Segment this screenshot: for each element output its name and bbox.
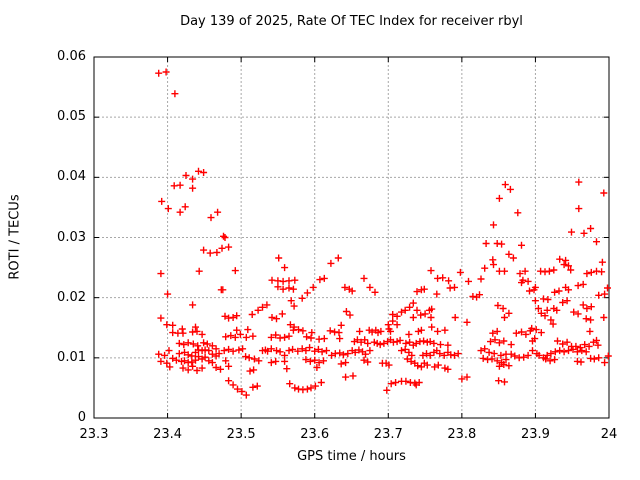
x-tick-label: 23.6: [300, 427, 330, 442]
x-tick-label: 23.9: [520, 427, 550, 442]
y-tick-label: 0.01: [57, 349, 86, 365]
x-tick-label: 23.3: [79, 427, 109, 442]
x-tick-label: 23.8: [447, 427, 477, 442]
x-tick-label: 23.7: [373, 427, 403, 442]
x-axis-label: GPS time / hours: [297, 449, 406, 464]
y-tick-label: 0: [77, 410, 86, 425]
y-tick-label: 0.06: [57, 49, 86, 64]
x-tick-label: 24: [600, 427, 618, 442]
x-tick-label: 23.5: [226, 427, 256, 442]
y-tick-label: 0.04: [57, 169, 86, 185]
y-tick-label: 0.05: [57, 109, 86, 125]
y-tick-label: 0.02: [57, 289, 86, 305]
y-tick-label: 0.03: [57, 229, 86, 245]
y-axis-label: ROTI / TECUs: [7, 194, 23, 280]
x-tick-label: 23.4: [153, 427, 183, 442]
chart-title: Day 139 of 2025, Rate Of TEC Index for r…: [180, 14, 523, 29]
scatter-points: [155, 68, 612, 399]
